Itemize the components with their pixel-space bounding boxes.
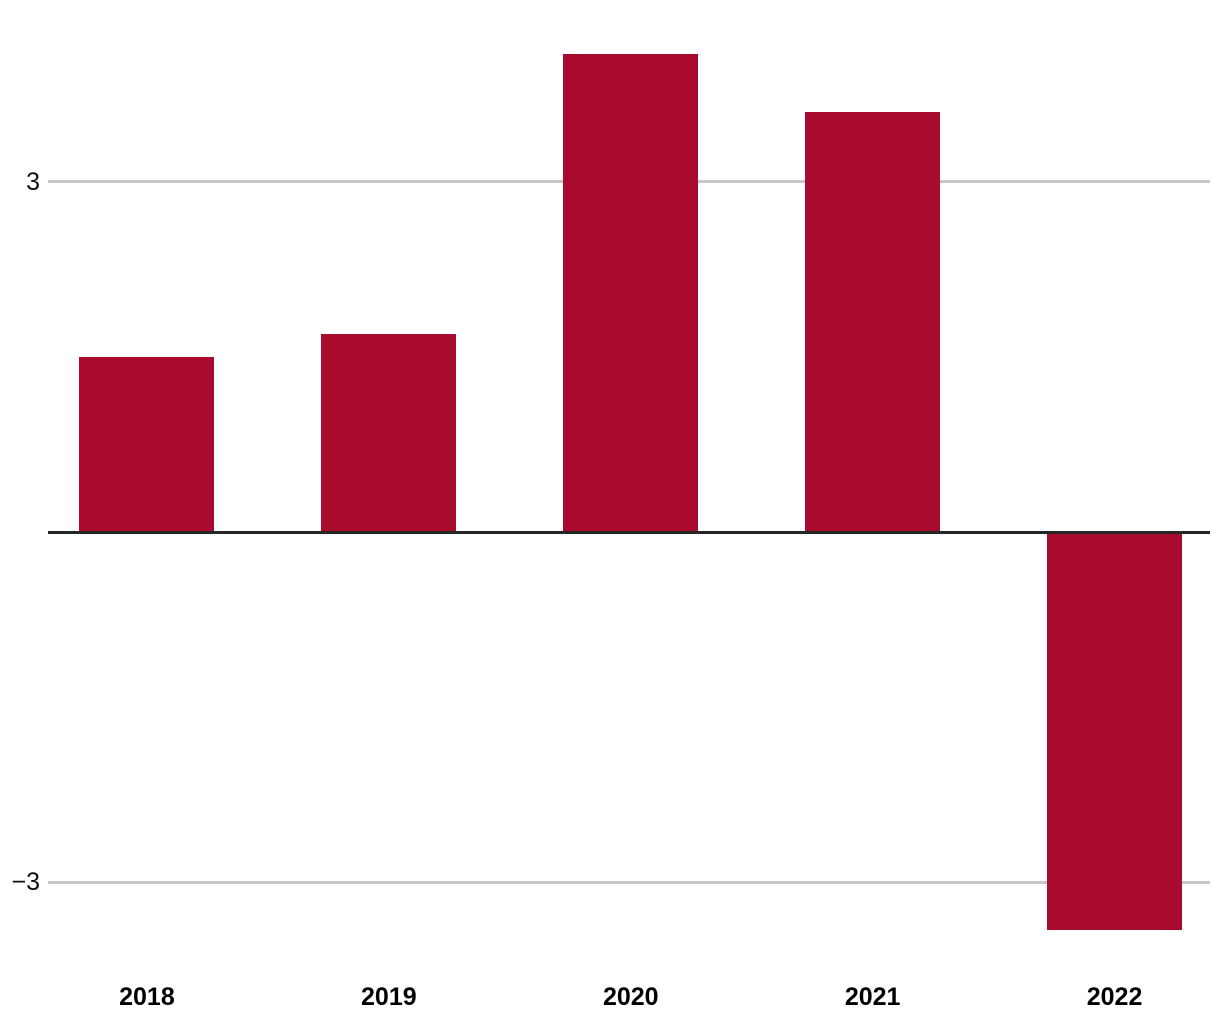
bar-2019 — [321, 333, 457, 532]
x-axis-zero-line — [48, 530, 1210, 534]
x-tick-label-2020: 2020 — [602, 983, 659, 1011]
x-tick-label-2019: 2019 — [361, 983, 417, 1011]
gridline-y--3 — [48, 880, 1210, 884]
y-tick-label: 3 — [26, 167, 40, 196]
x-tick-label-2021: 2021 — [844, 983, 901, 1011]
bar-2021 — [805, 111, 941, 532]
bar-2022 — [1047, 533, 1183, 931]
y-tick-label: −3 — [11, 868, 40, 896]
x-tick-label-2018: 2018 — [119, 983, 175, 1011]
bar-2018 — [79, 356, 215, 532]
bar-2020 — [563, 53, 699, 532]
x-tick-label-2022: 2022 — [1086, 983, 1143, 1011]
